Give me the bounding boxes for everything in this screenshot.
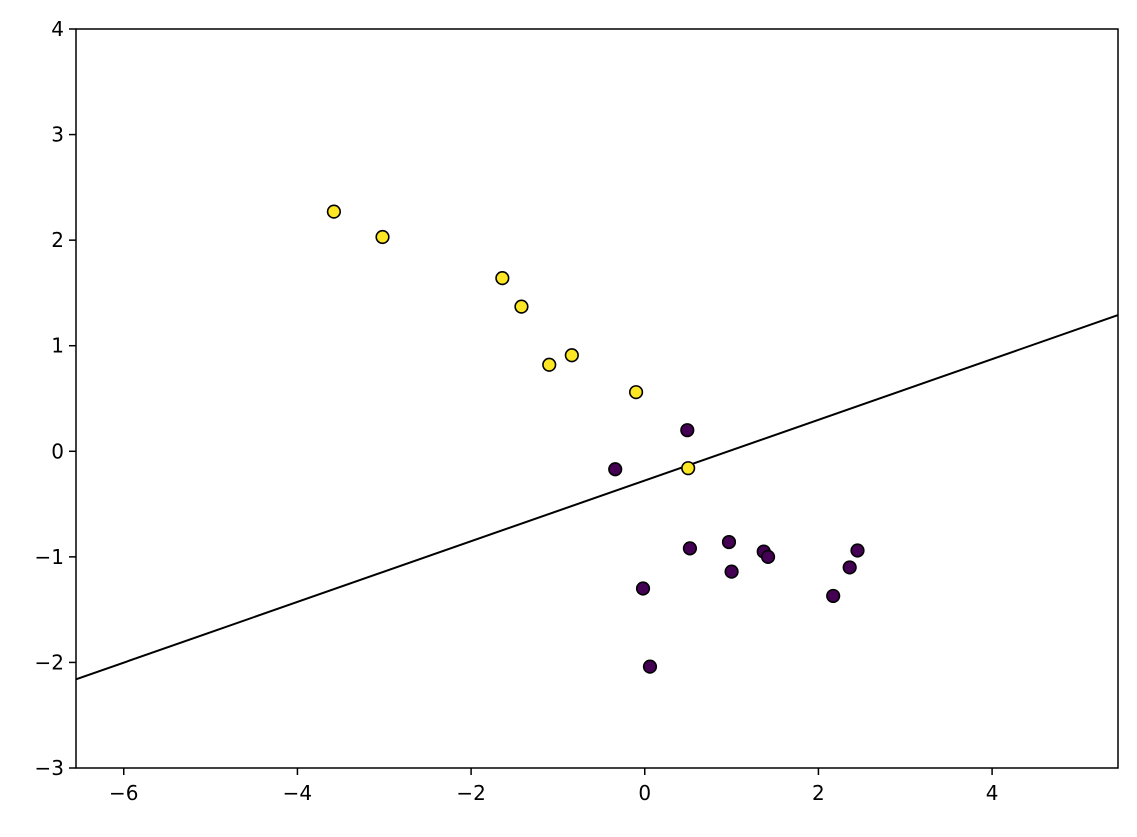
data-point-class-1 [375, 229, 390, 245]
decision-boundary-line [76, 314, 1118, 681]
data-point-class-0 [760, 549, 776, 564]
y-tick-label: 3 [51, 123, 64, 147]
data-point-class-0 [680, 423, 695, 438]
data-point-class-0 [724, 564, 739, 579]
data-point-class-1 [564, 348, 579, 363]
x-tick-label: −6 [109, 781, 138, 805]
data-point-class-1 [628, 385, 644, 400]
axis-ticks: −6 −4 −2 0 2 4 −3 −2 −1 0 1 2 3 4 [35, 17, 999, 805]
x-tick-label: −2 [456, 781, 485, 805]
y-tick-label: 2 [51, 228, 64, 252]
x-tick-label: 4 [986, 781, 999, 805]
y-tick-label: −1 [35, 545, 64, 569]
data-point-class-0 [635, 581, 651, 596]
data-point-class-1 [495, 271, 510, 286]
data-point-class-0 [642, 659, 658, 674]
y-tick-label: −3 [35, 756, 64, 780]
y-tick-label: 4 [51, 17, 64, 41]
y-tick-label: −2 [35, 650, 64, 674]
data-point-class-0 [682, 541, 698, 556]
x-tick-label: 2 [812, 781, 825, 805]
data-point-class-1 [514, 299, 529, 314]
data-point-class-0 [826, 588, 841, 604]
y-tick-label: 1 [51, 334, 64, 358]
x-tick-label: −4 [283, 781, 312, 805]
data-point-class-1 [542, 357, 557, 372]
plot-area [76, 204, 1118, 681]
data-point-class-0 [608, 462, 623, 477]
data-point-class-1 [326, 204, 341, 219]
x-tick-label: 0 [638, 781, 651, 805]
data-point-class-0 [842, 560, 857, 575]
data-point-class-1 [681, 461, 696, 476]
axes-frame [75, 28, 1119, 769]
data-point-class-0 [721, 534, 737, 550]
data-point-class-0 [850, 543, 865, 558]
y-tick-label: 0 [51, 439, 64, 463]
